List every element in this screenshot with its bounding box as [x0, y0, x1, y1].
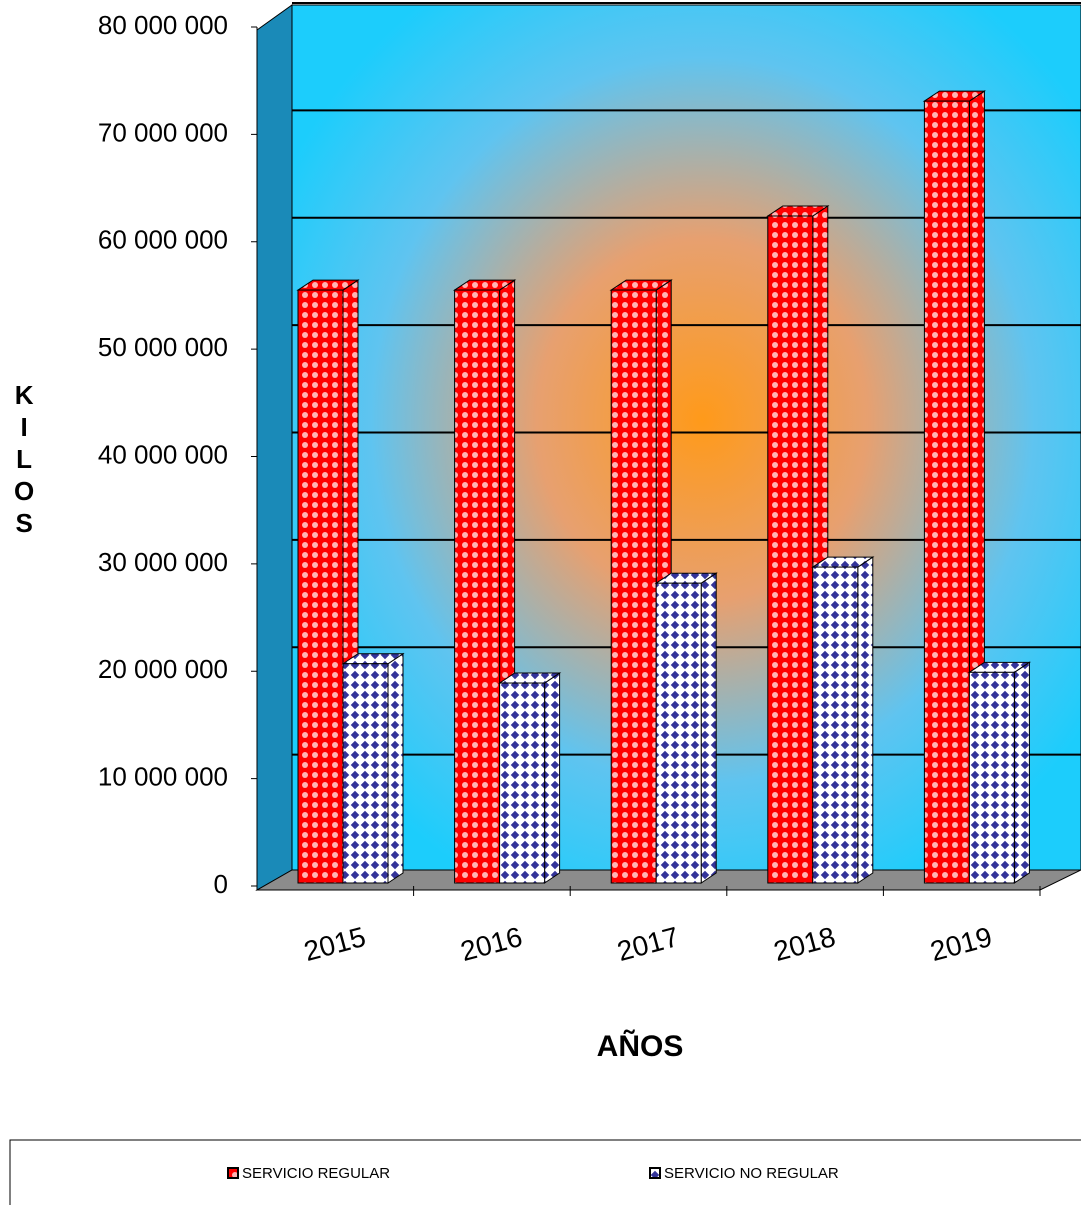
bar-side: [387, 652, 404, 884]
bar-front: [610, 289, 657, 884]
bar: [922, 90, 987, 884]
bar-front: [655, 582, 702, 884]
bar: [811, 556, 875, 884]
bar-front: [968, 671, 1015, 884]
x-tick-label: 2017: [614, 921, 682, 967]
side-wall: [256, 4, 293, 891]
x-tick-label: 2018: [770, 921, 838, 967]
bar-side: [1013, 661, 1030, 884]
bar-front: [767, 215, 814, 884]
y-tick-label: 60 000 000: [98, 225, 228, 255]
y-tick-label: 80 000 000: [98, 10, 228, 40]
bar-front: [454, 289, 501, 884]
y-tick-label: 40 000 000: [98, 439, 228, 469]
bar-front: [342, 663, 389, 884]
bar-front: [923, 100, 970, 884]
legend-label: SERVICIO REGULAR: [242, 1165, 390, 1182]
bar-side: [700, 572, 717, 884]
bar-front: [499, 682, 546, 884]
legend-label: SERVICIO NO REGULAR: [664, 1165, 839, 1182]
x-tick-label: 2015: [301, 921, 369, 967]
bar-side: [544, 672, 561, 884]
bar: [654, 572, 718, 884]
x-tick-label: 2019: [927, 921, 995, 967]
legend: [9, 1139, 1081, 1210]
bar: [452, 279, 517, 884]
bar: [497, 672, 562, 884]
bar-side: [857, 556, 874, 884]
y-tick-label: 50 000 000: [98, 332, 228, 362]
bar-front: [812, 566, 859, 884]
x-tick-label: 2016: [457, 921, 525, 967]
y-tick-label: 30 000 000: [98, 547, 228, 577]
y-axis-title: KILOS: [9, 380, 39, 540]
bar: [341, 652, 405, 884]
bar: [967, 661, 1032, 884]
legend-swatch: [649, 1167, 661, 1179]
legend-swatch: [227, 1167, 239, 1179]
bar-front: [297, 289, 344, 884]
y-tick-label: 20 000 000: [98, 654, 228, 684]
y-tick-label: 10 000 000: [98, 762, 228, 792]
bar: [766, 205, 830, 884]
y-tick-label: 70 000 000: [98, 117, 228, 147]
x-axis-title: AÑOS: [597, 1029, 684, 1063]
y-tick-label: 0: [214, 869, 228, 899]
